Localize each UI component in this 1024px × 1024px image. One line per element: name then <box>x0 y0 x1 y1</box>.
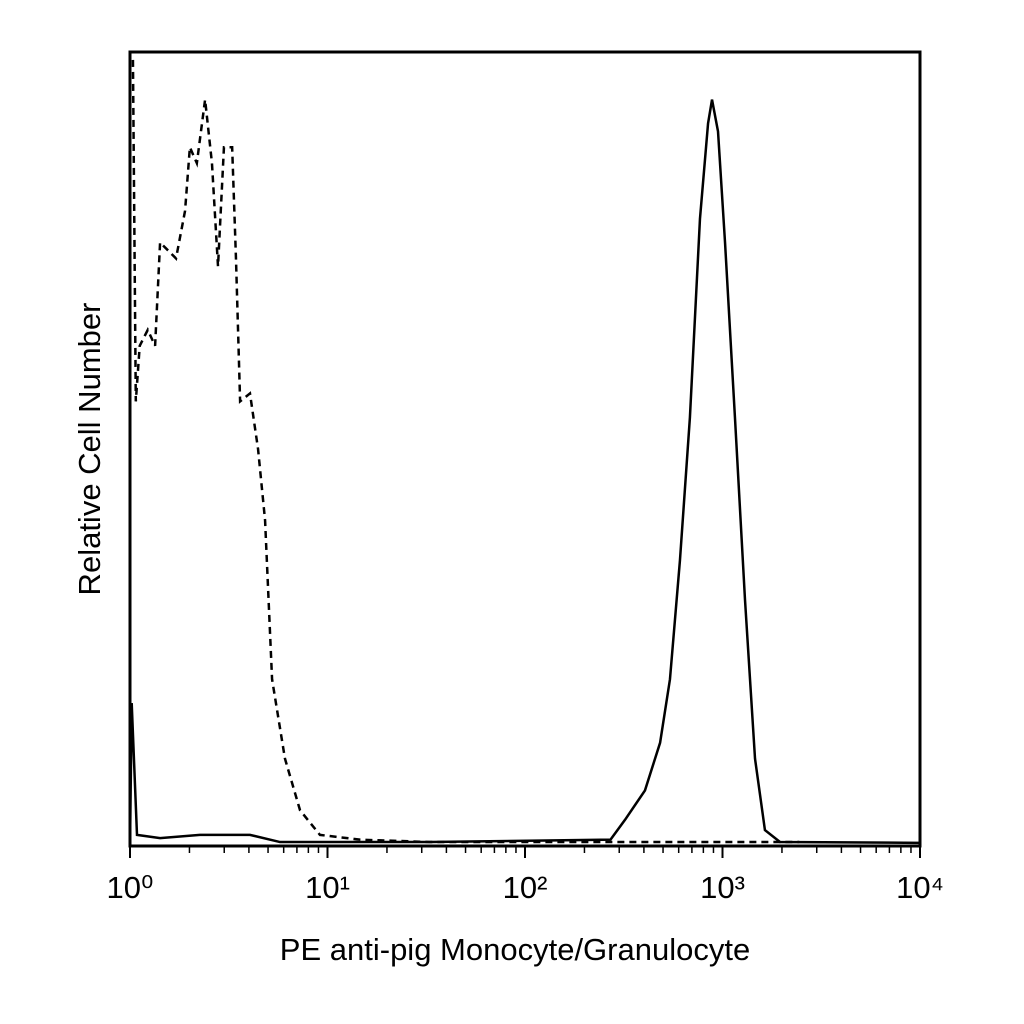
histogram-line <box>128 99 921 847</box>
plot-frame <box>128 50 922 848</box>
x-axis-label: PE anti-pig Monocyte/Granulocyte <box>280 932 750 967</box>
y-axis-label: Relative Cell Number <box>72 303 107 596</box>
histogram-line <box>131 59 800 844</box>
x-tick-label: 10⁰ <box>107 870 154 905</box>
x-tick-label: 10⁴ <box>896 870 944 905</box>
x-tick-label: 10¹ <box>305 870 350 905</box>
x-tick-label: 10² <box>503 870 548 905</box>
x-tick-label: 10³ <box>700 870 745 905</box>
